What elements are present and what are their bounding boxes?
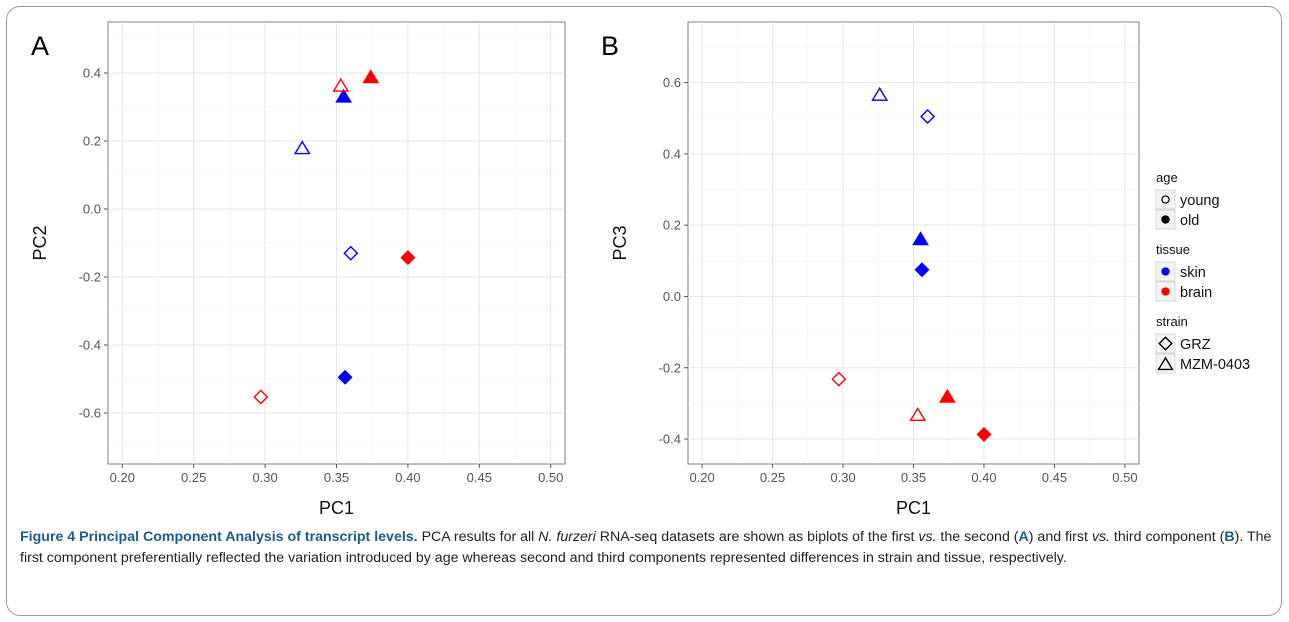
legend-key-box xyxy=(1155,189,1176,210)
y-tick-label: -0.6 xyxy=(79,406,101,421)
x-tick-label: 0.25 xyxy=(760,470,785,485)
caption-ref-b: B xyxy=(1224,529,1235,545)
panel-label: B xyxy=(601,31,619,61)
y-tick-label: -0.4 xyxy=(659,432,681,447)
legend-label: young xyxy=(1180,193,1220,209)
data-point xyxy=(337,369,353,385)
x-tick-label: 0.40 xyxy=(395,470,420,485)
x-tick-label: 0.20 xyxy=(110,470,135,485)
figure-frame xyxy=(6,6,1282,616)
x-tick-label: 0.50 xyxy=(538,470,563,485)
legend-title-tissue: tissue xyxy=(1156,242,1190,257)
data-point xyxy=(343,245,359,261)
data-point xyxy=(976,426,992,442)
y-tick-label: 0.2 xyxy=(663,218,681,233)
legend-title-age: age xyxy=(1156,170,1178,185)
data-point xyxy=(831,371,847,387)
data-point xyxy=(362,69,380,84)
data-point xyxy=(920,108,936,124)
panel-label: A xyxy=(31,31,49,61)
legend-label: skin xyxy=(1180,265,1206,281)
x-tick-label: 0.45 xyxy=(1042,470,1067,485)
data-point xyxy=(871,86,889,101)
y-tick-label: 0.0 xyxy=(663,289,681,304)
x-tick-label: 0.40 xyxy=(971,470,996,485)
data-point xyxy=(332,77,350,92)
x-tick-label: 0.20 xyxy=(689,470,714,485)
figure-caption: Figure 4 Principal Component Analysis of… xyxy=(20,529,1272,566)
data-point xyxy=(253,389,269,405)
x-tick-label: 0.35 xyxy=(324,470,349,485)
caption-ref-a: A xyxy=(1018,529,1029,545)
y-tick-label: 0.0 xyxy=(83,202,101,217)
legend-label: old xyxy=(1180,213,1199,229)
x-tick-label: 0.45 xyxy=(467,470,492,485)
data-point xyxy=(909,406,927,421)
x-tick-label: 0.30 xyxy=(830,470,855,485)
y-tick-label: 0.2 xyxy=(83,134,101,149)
legend-key-box xyxy=(1155,333,1176,354)
x-tick-label: 0.35 xyxy=(901,470,926,485)
caption-title: Figure 4 Principal Component Analysis of… xyxy=(20,529,418,545)
data-point xyxy=(400,250,416,266)
y-axis-label: PC2 xyxy=(30,225,50,260)
legend-key-grz xyxy=(1158,336,1173,351)
y-tick-label: 0.6 xyxy=(663,75,681,90)
data-point xyxy=(914,262,930,278)
x-tick-label: 0.50 xyxy=(1112,470,1137,485)
x-tick-label: 0.30 xyxy=(252,470,277,485)
species-name: N. furzeri xyxy=(538,529,596,545)
legend-key-brain xyxy=(1161,287,1170,296)
data-point xyxy=(912,231,929,246)
legend-key-skin xyxy=(1161,267,1170,276)
y-tick-label: -0.2 xyxy=(79,270,101,285)
data-point xyxy=(293,140,311,155)
y-tick-label: -0.2 xyxy=(659,360,681,375)
y-tick-label: 0.4 xyxy=(83,66,101,81)
chart-panel-a: 0.20 0.25 0.30 0.35 0.40 0.45 0.50 -0.6 -0.4 -0.2… xyxy=(30,21,566,518)
legend-label: GRZ xyxy=(1180,337,1211,353)
y-tick-label: -0.4 xyxy=(79,338,101,353)
legend-key-young xyxy=(1161,195,1170,204)
legend-title-strain: strain xyxy=(1156,314,1188,329)
legend-label: brain xyxy=(1180,285,1212,301)
x-tick-label: 0.25 xyxy=(181,470,206,485)
y-axis-label: PC3 xyxy=(610,225,630,260)
legend-label: MZM-0403 xyxy=(1180,357,1250,373)
chart-panel-b: 0.20 0.25 0.30 0.35 0.40 0.45 0.50 -0.4 -0.2 0.0 0… xyxy=(601,21,1140,518)
data-point xyxy=(938,388,956,403)
legend-key-box xyxy=(1155,353,1176,374)
data-point xyxy=(335,88,353,103)
legend-key-mzm-0403 xyxy=(1157,356,1174,371)
legend-key-old xyxy=(1161,215,1170,224)
x-axis-label: PC1 xyxy=(896,498,931,518)
y-tick-label: 0.4 xyxy=(663,146,681,161)
x-axis-label: PC1 xyxy=(319,498,354,518)
